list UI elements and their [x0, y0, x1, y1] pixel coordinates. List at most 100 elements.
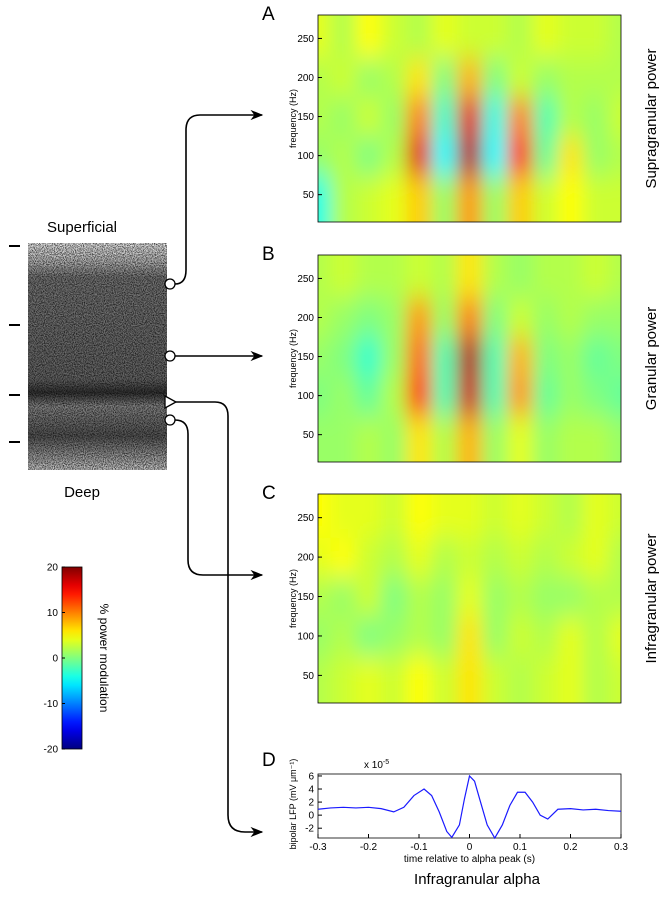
y-axis-label: frequency (Hz)	[288, 89, 298, 148]
heatmap-cell	[355, 576, 382, 617]
heatmap-cell	[583, 655, 609, 703]
heatmap-cell	[318, 57, 332, 98]
x-tick-label: 0.3	[614, 842, 628, 853]
heatmap-cell	[406, 136, 433, 176]
heatmap-cell	[482, 337, 508, 377]
superficial-label: Superficial	[47, 219, 117, 236]
y-tick-label: 200	[297, 553, 314, 564]
y-axis-label: frequency (Hz)	[288, 329, 298, 388]
heatmap-cell	[557, 297, 584, 338]
heatmap-cell	[557, 616, 584, 657]
heatmap-cell	[318, 175, 332, 222]
colorbar: 20 10 0 -10 -20	[44, 563, 83, 756]
heatmap-cells	[318, 494, 621, 703]
heatmap-cell	[456, 415, 483, 462]
heatmap-cell	[318, 15, 332, 59]
heatmap-cell	[318, 537, 332, 578]
heatmap-cell	[330, 537, 357, 578]
heatmap-cell	[330, 297, 357, 338]
heatmap-cell	[381, 297, 407, 338]
heatmap-cell	[482, 57, 508, 98]
y-tick-label: 50	[303, 190, 315, 201]
heatmap-cell	[431, 537, 458, 578]
heatmap-cell	[482, 655, 508, 703]
heatmap-cell	[532, 297, 559, 338]
heatmap-cell	[355, 415, 382, 462]
heatmap-cell	[381, 255, 407, 299]
heatmap-cell	[330, 337, 357, 377]
y-multiplier-base: x 10	[364, 760, 383, 771]
y-tick-label: 250	[297, 34, 314, 45]
heatmap-cell	[482, 255, 508, 299]
heatmap-cell	[532, 537, 559, 578]
heatmap-cell	[456, 576, 483, 617]
heatmap-cell	[355, 57, 382, 98]
y-multiplier-exponent: -5	[383, 759, 389, 766]
heatmap-cell	[482, 494, 508, 538]
heatmap-cell	[583, 15, 609, 59]
heatmap-cell	[318, 255, 332, 299]
heatmap-cell	[381, 97, 407, 137]
heatmap-cell	[608, 297, 621, 338]
heatmap-cell	[557, 415, 584, 462]
heatmap-cell	[608, 576, 621, 617]
heatmap-cell	[507, 537, 534, 578]
heatmap-cell	[583, 97, 609, 137]
heatmap-cell	[381, 15, 407, 59]
heatmap-cell	[456, 494, 483, 538]
heatmap-cell	[318, 297, 332, 338]
panel-letter: D	[262, 750, 276, 771]
heatmap-cell	[482, 415, 508, 462]
heatmap-cell	[318, 494, 332, 538]
heatmap-cell	[406, 415, 433, 462]
y-tick-label: -2	[305, 824, 314, 835]
x-tick-label: -0.2	[360, 842, 378, 853]
heatmap-cell	[431, 655, 458, 703]
heatmap-cell	[431, 255, 458, 299]
heatmap-cell	[608, 175, 621, 222]
y-tick-label: 2	[308, 798, 314, 809]
heatmap-cell	[381, 57, 407, 98]
y-tick-label: 250	[297, 513, 314, 524]
heatmap-cell	[608, 376, 621, 416]
side-title: Granular power	[643, 307, 660, 410]
heatmap-cell	[507, 337, 534, 377]
heatmap-cell	[330, 494, 357, 538]
heatmap-cell	[507, 15, 534, 59]
heatmap-cell	[431, 337, 458, 377]
heatmap-panel: 50 100 150 200 250 frequency (Hz) Infragranula…	[262, 483, 660, 704]
heatmap-cell	[406, 494, 433, 538]
heatmap-cell	[583, 616, 609, 657]
y-tick-label: 200	[297, 73, 314, 84]
heatmap-cell	[608, 655, 621, 703]
colorbar-tick-label: 0	[52, 654, 58, 665]
heatmap-cell	[431, 15, 458, 59]
heatmap-cell	[355, 15, 382, 59]
heatmap-cell	[532, 415, 559, 462]
heatmap-cell	[355, 136, 382, 176]
heatmap-cell	[482, 537, 508, 578]
heatmap-cell	[330, 97, 357, 137]
heatmap-cell	[431, 136, 458, 176]
heatmap-cell	[381, 376, 407, 416]
heatmap-cell	[355, 97, 382, 137]
heatmap-cell	[381, 655, 407, 703]
heatmap-area	[318, 15, 621, 222]
heatmap-cell	[406, 97, 433, 137]
heatmap-cell	[318, 616, 332, 657]
heatmap-cell	[431, 494, 458, 538]
heatmap-cell	[456, 376, 483, 416]
heatmap-cell	[406, 337, 433, 377]
heatmap-cell	[583, 415, 609, 462]
heatmap-cell	[318, 337, 332, 377]
heatmap-cell	[482, 576, 508, 617]
x-axis-label: time relative to alpha peak (s)	[404, 854, 535, 865]
heatmap-cell	[482, 15, 508, 59]
heatmap-cell	[355, 255, 382, 299]
deep-label: Deep	[64, 484, 100, 501]
colorbar-label: % power modulation	[97, 604, 111, 713]
heatmap-cell	[431, 97, 458, 137]
heatmap-cell	[330, 136, 357, 176]
heatmap-cells	[318, 255, 621, 462]
